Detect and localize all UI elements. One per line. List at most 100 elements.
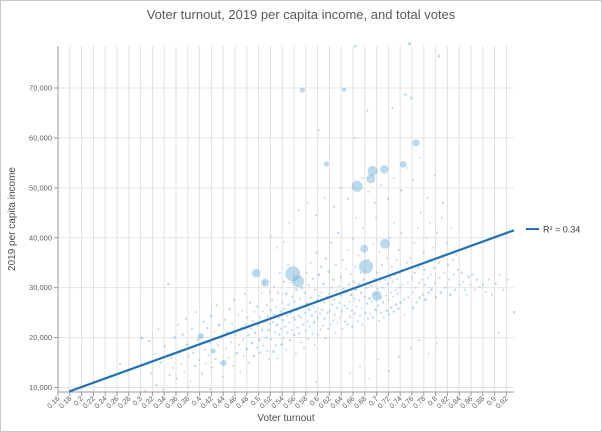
scatter-point <box>371 290 382 301</box>
scatter-point <box>332 278 335 282</box>
scatter-point <box>422 251 425 254</box>
scatter-point <box>377 304 380 307</box>
scatter-point <box>444 286 447 289</box>
scatter-point <box>386 282 389 285</box>
scatter-point <box>206 326 209 330</box>
scatter-point <box>344 320 347 323</box>
scatter-point <box>293 300 296 303</box>
scatter-point <box>162 388 164 391</box>
scatter-point <box>386 256 389 259</box>
scatter-point <box>118 362 122 366</box>
scatter-point <box>378 319 380 322</box>
scatter-point <box>261 278 270 287</box>
scatter-point <box>244 323 247 326</box>
axis-ticks <box>54 87 507 396</box>
scatter-point <box>328 292 331 295</box>
scatter-point <box>170 356 173 359</box>
scatter-point <box>368 297 371 300</box>
scatter-point <box>478 285 481 288</box>
x-tick-label: 0.68 <box>352 394 368 410</box>
scatter-point <box>270 235 273 238</box>
scatter-point <box>318 294 321 297</box>
scatter-point <box>255 346 258 349</box>
scatter-point <box>309 261 312 264</box>
scatter-point <box>439 291 443 295</box>
y-tick-label: 40,000 <box>29 233 52 242</box>
scatter-point <box>349 372 352 375</box>
scatter-point <box>333 298 336 301</box>
scatter-point <box>402 298 405 301</box>
scatter-point <box>374 308 377 311</box>
scatter-point <box>436 231 439 234</box>
scatter-point <box>239 370 242 373</box>
scatter-point <box>331 319 334 322</box>
scatter-point <box>391 280 394 283</box>
scatter-point <box>349 315 352 318</box>
scatter-point <box>287 264 290 267</box>
scatter-point <box>340 310 343 313</box>
x-tick-label: 0.28 <box>116 394 132 410</box>
scatter-point <box>167 282 170 286</box>
scatter-point <box>299 316 302 319</box>
legend: R² = 0.34 <box>526 225 580 235</box>
scatter-point <box>257 324 259 327</box>
scatter-point <box>208 341 211 344</box>
scatter-point <box>430 288 433 292</box>
scatter-point <box>144 389 147 392</box>
scatter-point <box>412 179 415 182</box>
y-tick-label: 60,000 <box>29 133 52 142</box>
scatter-point <box>475 278 479 281</box>
scatter-point <box>314 288 317 291</box>
scatter-point <box>292 316 295 319</box>
scatter-point <box>260 328 264 332</box>
scatter-point <box>360 291 363 295</box>
scatter-point <box>419 156 422 159</box>
scatter-point <box>346 307 349 310</box>
scatter-point <box>150 372 153 375</box>
scatter-point <box>401 283 404 286</box>
scatter-point <box>481 283 484 286</box>
scatter-point <box>220 360 227 366</box>
scatter-point <box>351 325 354 328</box>
scatter-point <box>300 286 304 290</box>
scatter-point <box>365 286 368 289</box>
scatter-point <box>380 165 389 174</box>
scatter-point <box>399 161 407 168</box>
scatter-point <box>379 296 383 299</box>
scatter-point <box>314 310 317 313</box>
scatter-point <box>418 281 421 284</box>
scatter-point <box>285 292 288 296</box>
scatter-point <box>371 316 375 319</box>
scatter-point <box>311 332 314 335</box>
scatter-point <box>250 341 254 345</box>
scatter-point <box>243 292 247 295</box>
scatter-point <box>410 276 414 279</box>
x-tick-label: 0.18 <box>57 394 73 410</box>
scatter-point <box>425 236 428 239</box>
scatter-point <box>494 282 497 285</box>
scatter-point <box>163 345 166 348</box>
scatter-point <box>428 221 431 224</box>
scatter-point <box>317 129 320 132</box>
scatter-point <box>451 258 454 261</box>
scatter-point <box>427 291 430 294</box>
scatter-point <box>287 303 290 306</box>
scatter-point <box>361 323 364 326</box>
scatter-point <box>294 352 297 355</box>
scatter-point <box>256 305 259 308</box>
scatter-point <box>359 314 362 317</box>
scatter-point <box>216 344 219 347</box>
scatter-point <box>209 314 213 318</box>
scatter-point <box>202 320 205 323</box>
scatter-point <box>418 296 422 299</box>
scatter-point <box>281 301 284 304</box>
scatter-point <box>318 312 322 315</box>
scatter-point <box>175 377 178 380</box>
scatter-point <box>431 246 434 249</box>
scatter-point <box>403 313 406 316</box>
scatter-point <box>276 357 279 360</box>
scatter-point <box>319 265 323 268</box>
scatter-point <box>285 266 301 282</box>
scatter-point <box>362 278 365 281</box>
